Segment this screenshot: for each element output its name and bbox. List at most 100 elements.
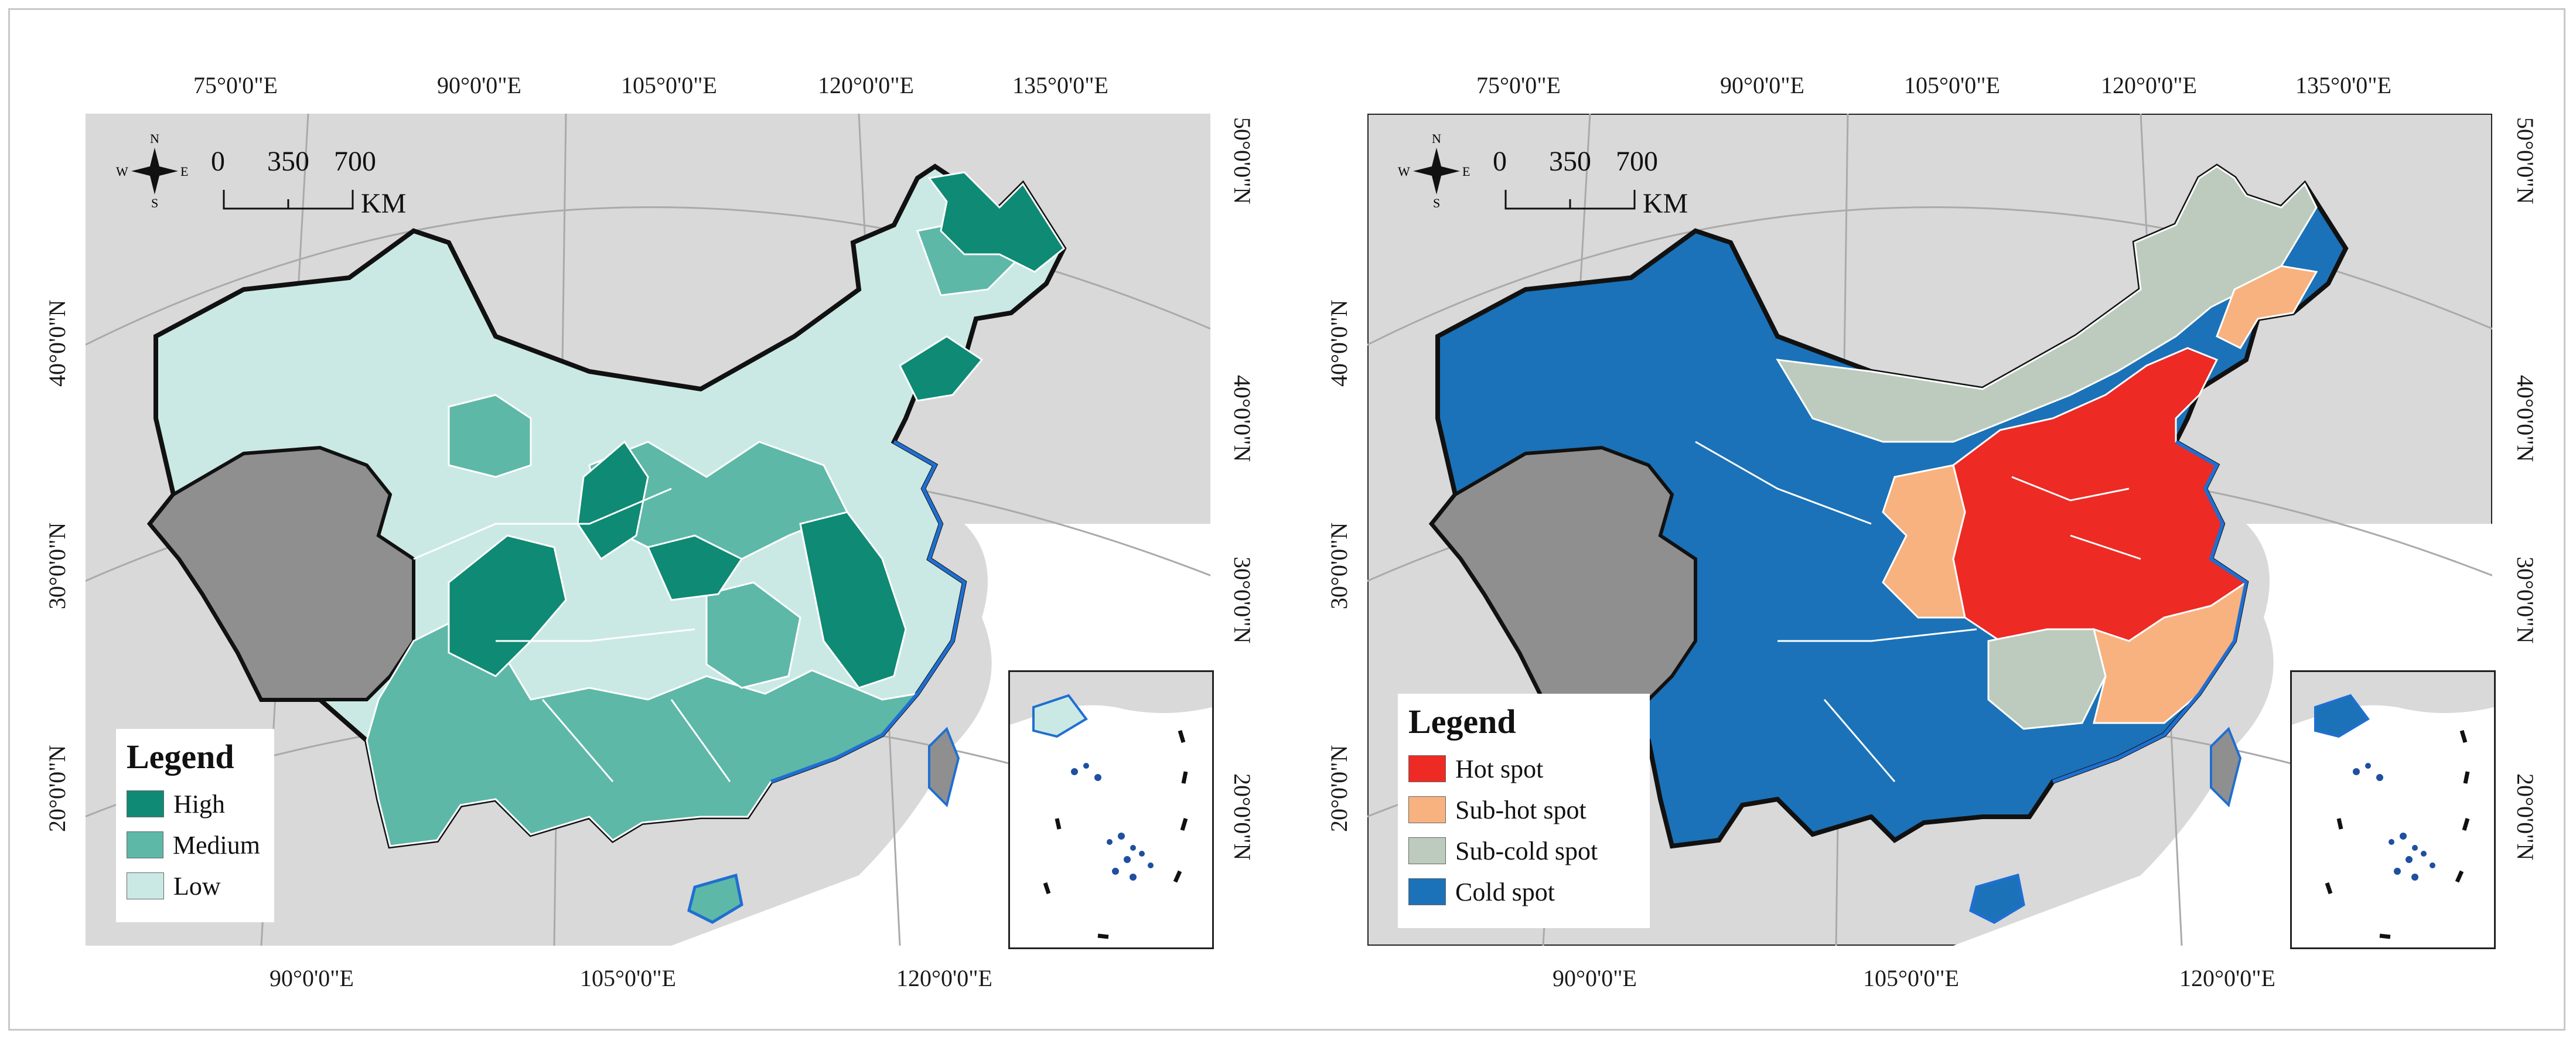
- region-medium-gansu: [448, 394, 532, 478]
- inset-islands: [1071, 763, 1154, 881]
- tick-left: 30°0'0"N: [1326, 522, 1352, 609]
- tick-top: 105°0'0"E: [1904, 72, 2000, 98]
- tick-top: 135°0'0"E: [2295, 72, 2391, 98]
- legend-title: Legend: [1408, 703, 1516, 741]
- legend-item-medium: Medium: [127, 824, 260, 865]
- legend-title: Legend: [127, 738, 234, 776]
- province-borders: [1695, 441, 2141, 782]
- tick-top: 90°0'0"E: [437, 72, 521, 98]
- region-high-hubei: [646, 534, 743, 601]
- legend-label: High: [173, 789, 225, 819]
- tick-right: 50°0'0"N: [2512, 117, 2539, 204]
- tick-left: 40°0'0"N: [44, 299, 70, 387]
- tick-top: 75°0'0"E: [1476, 72, 1561, 98]
- tick-right: 40°0'0"N: [2512, 375, 2539, 462]
- legend-label: Sub-cold spot: [1455, 836, 1598, 865]
- legend-item-sub-hot-spot: Sub-hot spot: [1408, 789, 1636, 830]
- legend-item-cold-spot: Cold spot: [1408, 871, 1636, 912]
- tick-left: 40°0'0"N: [1326, 299, 1352, 387]
- scale-bar: [1504, 190, 1636, 210]
- legend-label: Medium: [172, 830, 260, 860]
- map-panel-left: N S E W 0 350 700 KM: [86, 114, 1214, 949]
- region-high-east: [799, 511, 907, 689]
- region-nodata-taiwan: [2210, 727, 2242, 807]
- legend: Legend Hot spot Sub-hot spot Sub-cold sp…: [1398, 694, 1650, 928]
- tick-right: 50°0'0"N: [1229, 117, 1255, 204]
- tick-top: 135°0'0"E: [1012, 72, 1108, 98]
- region-medium-jiangxi: [705, 581, 801, 689]
- region-nodata-tibet: [1429, 445, 1697, 701]
- tick-left: 20°0'0"N: [1326, 745, 1352, 832]
- tick-bottom: 120°0'0"E: [2179, 965, 2275, 991]
- figure-frame: [8, 8, 2565, 1031]
- inset-map: [2292, 672, 2494, 947]
- tick-right: 30°0'0"N: [2512, 557, 2539, 644]
- scale-label-0: 0: [1493, 146, 1507, 177]
- legend-item-hot-spot: Hot spot: [1408, 748, 1636, 789]
- legend-swatch: [1408, 755, 1446, 782]
- scale-unit: KM: [1643, 188, 1688, 219]
- legend-swatch: [1408, 837, 1446, 864]
- svg-text:W: W: [116, 164, 128, 179]
- region-subhot-jilin: [2216, 265, 2318, 349]
- tick-top: 120°0'0"E: [2101, 72, 2197, 98]
- tick-bottom: 90°0'0"E: [1553, 965, 1637, 991]
- legend-swatch: [127, 831, 163, 858]
- region-subcold-hunan: [1987, 628, 2107, 730]
- legend-swatch: [127, 790, 164, 817]
- tick-bottom: 90°0'0"E: [269, 965, 354, 991]
- coastline: [2052, 440, 2249, 783]
- legend-item-low: Low: [127, 865, 260, 906]
- legend: Legend High Medium Low: [116, 729, 274, 922]
- compass-rose-icon: N S E W: [116, 131, 188, 210]
- inset-islands: [2353, 763, 2435, 881]
- tick-top: 90°0'0"E: [1720, 72, 1804, 98]
- region-medium-hainan: [687, 873, 743, 924]
- scale-label-700: 700: [334, 146, 376, 177]
- scale-labels: 0 350 700: [1493, 145, 1658, 178]
- legend-label: Cold spot: [1455, 877, 1555, 906]
- legend-label: Low: [173, 871, 221, 901]
- scale-label-350: 350: [1549, 146, 1591, 177]
- legend-label: Hot spot: [1455, 754, 1544, 783]
- tick-right: 40°0'0"N: [1229, 375, 1255, 462]
- region-subcold-north: [1776, 165, 2318, 443]
- province-borders: [413, 487, 731, 782]
- svg-text:S: S: [151, 196, 158, 210]
- inset-south-china-sea: [2290, 670, 2496, 949]
- tick-left: 30°0'0"N: [44, 522, 70, 609]
- region-high-liaoning: [899, 335, 984, 402]
- scale-label-700: 700: [1616, 146, 1658, 177]
- region-nodata-taiwan: [928, 727, 960, 807]
- scale-label-0: 0: [211, 146, 225, 177]
- inset-south-china-sea: [1008, 670, 1214, 949]
- legend-label: Sub-hot spot: [1455, 795, 1586, 824]
- region-subhot-west: [1882, 464, 1966, 619]
- legend-item-high: High: [127, 783, 260, 824]
- region-cold-hainan: [1969, 873, 2025, 924]
- inset-coast: [2314, 694, 2370, 738]
- coastline: [770, 440, 967, 783]
- tick-bottom: 120°0'0"E: [896, 965, 992, 991]
- svg-text:E: E: [180, 164, 188, 179]
- svg-text:N: N: [1432, 131, 1441, 146]
- region-high-sichuan: [448, 534, 567, 677]
- tick-top: 120°0'0"E: [818, 72, 914, 98]
- region-high-heilongjiang: [927, 171, 1065, 273]
- tick-right: 30°0'0"N: [1229, 557, 1255, 644]
- legend-swatch: [127, 872, 164, 899]
- inset-land: [1010, 672, 1212, 725]
- svg-text:S: S: [1433, 196, 1440, 210]
- inset-land: [2292, 672, 2494, 725]
- nine-dash-line: [1043, 729, 1188, 939]
- scale-bar: [223, 190, 354, 210]
- scale-labels: 0 350 700: [211, 145, 376, 178]
- tick-left: 20°0'0"N: [44, 745, 70, 832]
- svg-text:W: W: [1398, 164, 1410, 179]
- tick-right: 20°0'0"N: [2512, 773, 2539, 861]
- nine-dash-line: [2325, 729, 2470, 939]
- tick-right: 20°0'0"N: [1229, 773, 1255, 861]
- svg-text:N: N: [150, 131, 159, 146]
- inset-map: [1010, 672, 1212, 947]
- compass-rose-icon: N S E W: [1398, 131, 1470, 210]
